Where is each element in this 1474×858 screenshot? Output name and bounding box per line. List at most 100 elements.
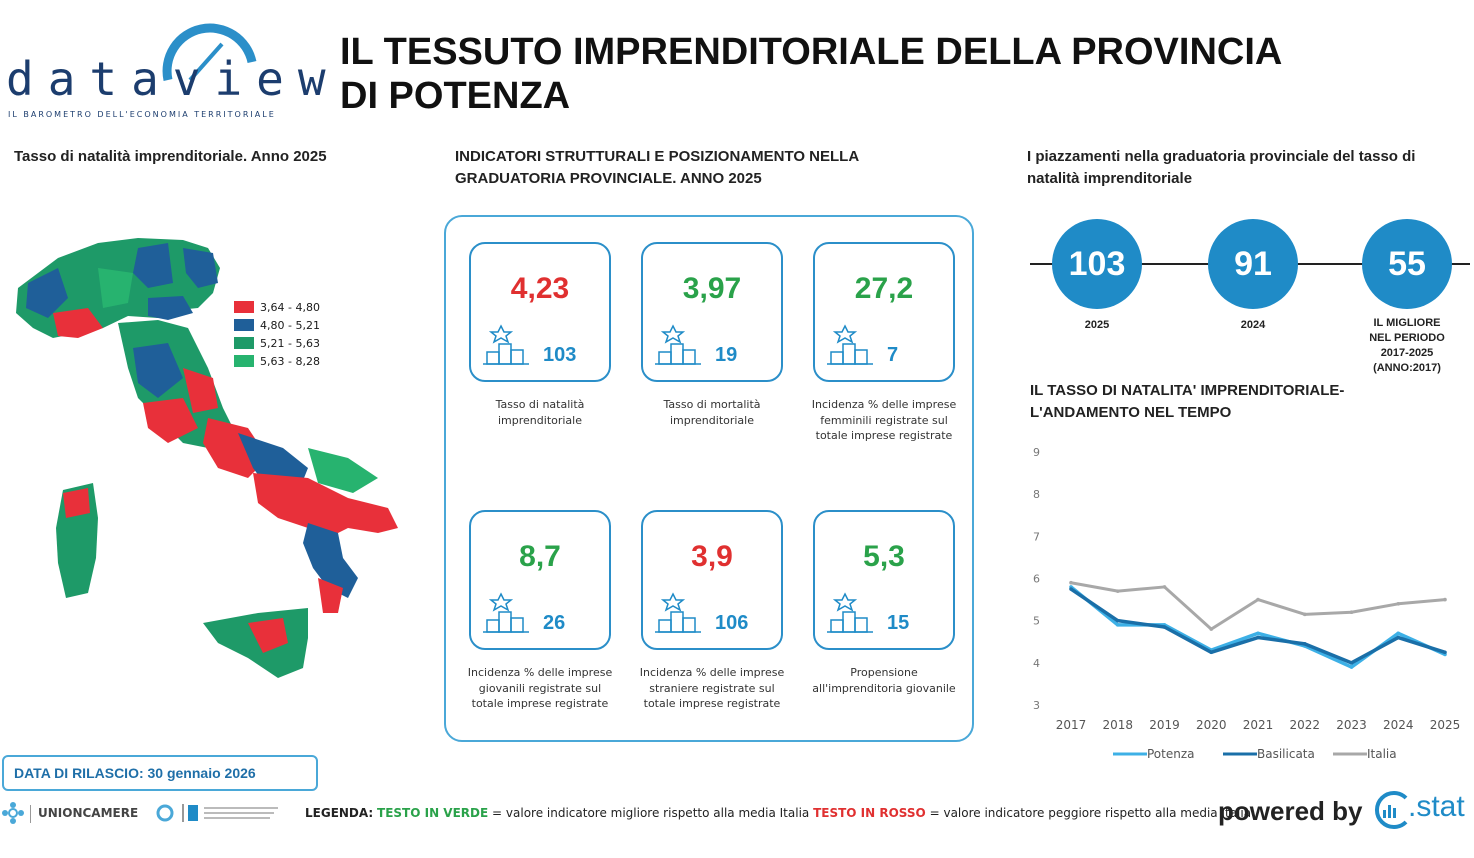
map-region xyxy=(308,448,378,493)
indicator-description: Tasso di mortalità imprenditoriale xyxy=(663,398,761,427)
indicator-description: Incidenza % delle imprese femminili regi… xyxy=(811,398,957,442)
map-region xyxy=(253,473,398,538)
map-region xyxy=(148,296,193,320)
podium-icon xyxy=(655,322,703,366)
indicator-rank: 19 xyxy=(715,344,738,366)
rank-circle-best: 55 xyxy=(1362,219,1452,309)
map-legend-item: 5,21 - 5,63 xyxy=(234,334,320,352)
x-tick-label: 2019 xyxy=(1149,718,1180,732)
podium-icon xyxy=(655,590,703,634)
x-tick-label: 2021 xyxy=(1243,718,1274,732)
indicator-card: 4,23 103 xyxy=(469,242,611,382)
map-region xyxy=(53,308,103,338)
indicator-card: 5,3 15 xyxy=(813,510,955,650)
legend-label: Italia xyxy=(1367,747,1397,761)
map-legend-item: 3,64 - 4,80 xyxy=(234,298,320,316)
indicator-rank: 15 xyxy=(887,612,910,634)
rank-label-2025: 2025 xyxy=(1084,319,1110,331)
map-region xyxy=(183,368,218,413)
release-date: DATA DI RILASCIO: 30 gennaio 2026 xyxy=(2,755,318,791)
indicator-description: Incidenza % delle imprese straniere regi… xyxy=(639,666,785,710)
data-point xyxy=(1443,650,1447,655)
map-region xyxy=(133,343,183,398)
map-region xyxy=(63,488,90,518)
data-point xyxy=(1349,610,1354,615)
legend-red-desc: = valore indicatore peggiore rispetto al… xyxy=(929,806,1252,820)
data-point xyxy=(1396,631,1401,636)
x-tick-label: 2024 xyxy=(1383,718,1414,732)
y-tick-label: 3 xyxy=(1033,699,1040,712)
unioncamere-logo-icon xyxy=(2,802,24,824)
indicator-card: 3,9 106 xyxy=(641,510,783,650)
data-point xyxy=(1069,587,1073,591)
legend-green-desc: = valore indicatore migliore rispetto al… xyxy=(492,806,810,820)
map-legend-item: 4,80 - 5,21 xyxy=(234,316,320,334)
legend-green-text: TESTO IN VERDE xyxy=(377,806,489,820)
legend-swatch xyxy=(234,355,254,367)
indicators-panel xyxy=(444,215,974,742)
indicator-value: 8,7 xyxy=(519,540,561,573)
y-tick-label: 7 xyxy=(1033,530,1040,543)
data-point xyxy=(1209,650,1214,655)
x-tick-label: 2022 xyxy=(1289,718,1320,732)
indicator-rank: 7 xyxy=(887,344,899,366)
indicator-description: Propensione all'imprenditoria giovanile xyxy=(812,666,956,695)
map-region xyxy=(98,268,133,308)
indicator-card: 3,97 19 xyxy=(641,242,783,382)
indicator-card: 8,7 26 xyxy=(469,510,611,650)
map-region xyxy=(26,268,68,318)
podium-icon xyxy=(827,590,875,634)
map-region xyxy=(183,248,218,288)
podium-icon xyxy=(483,322,531,366)
data-point xyxy=(1256,631,1260,636)
map-region xyxy=(203,608,308,678)
indicator-value: 3,9 xyxy=(691,540,733,573)
chamber-logo-icon xyxy=(156,804,278,822)
x-tick-label: 2017 xyxy=(1056,718,1087,732)
cstat-logo-icon xyxy=(1374,791,1408,829)
logo-subtitle: IL BAROMETRO DELL'ECONOMIA TERRITORIALE xyxy=(8,110,276,119)
data-point xyxy=(1162,625,1167,629)
indicator-description: Incidenza % delle imprese giovanili regi… xyxy=(467,666,613,710)
data-point xyxy=(1256,635,1260,640)
x-tick-label: 2025 xyxy=(1430,718,1461,732)
x-tick-label: 2020 xyxy=(1196,718,1227,732)
map-legend: 3,64 - 4,80 4,80 - 5,21 5,21 - 5,63 5,63… xyxy=(234,298,320,370)
data-point xyxy=(1115,589,1120,593)
legend-swatch xyxy=(234,337,254,349)
page-title: IL TESSUTO IMPRENDITORIALE DELLA PROVINC… xyxy=(340,31,1281,117)
unioncamere-label: UNIONCAMERE xyxy=(38,806,139,820)
data-point xyxy=(1115,618,1120,623)
powered-by: powered by xyxy=(1218,796,1363,826)
y-tick-label: 6 xyxy=(1033,573,1040,586)
map-region xyxy=(318,578,343,613)
indicator-value: 4,23 xyxy=(510,272,570,305)
data-point xyxy=(1256,597,1260,602)
map-region xyxy=(133,243,173,288)
rank-label-best: IL MIGLIORE NEL PERIODO 2017-2025 (ANNO:… xyxy=(1369,317,1445,374)
footer-legend: LEGENDA: TESTO IN VERDE = valore indicat… xyxy=(305,806,1251,820)
x-tick-label: 2023 xyxy=(1336,718,1367,732)
rankings-title: I piazzamenti nella graduatoria provinci… xyxy=(1027,148,1416,187)
map-region xyxy=(303,523,358,598)
indicator-description: Tasso di natalità imprenditoriale xyxy=(495,398,585,427)
y-tick-label: 5 xyxy=(1033,615,1040,628)
data-point xyxy=(1349,665,1354,669)
legend-label: LEGENDA: xyxy=(305,806,374,820)
rank-label-2024: 2024 xyxy=(1240,319,1266,331)
data-point xyxy=(1349,661,1354,665)
data-point xyxy=(1162,585,1167,589)
legend-label: Basilicata xyxy=(1257,747,1315,761)
data-point xyxy=(1443,597,1447,602)
data-point xyxy=(1302,642,1307,646)
chart-title: IL TASSO DI NATALITA' IMPRENDITORIALE- L… xyxy=(1030,382,1345,421)
y-tick-label: 4 xyxy=(1033,657,1040,670)
podium-icon xyxy=(827,322,875,366)
map-region xyxy=(143,398,198,443)
legend-label: Potenza xyxy=(1147,747,1195,761)
map-legend-item: 5,63 - 8,28 xyxy=(234,352,320,370)
indicator-value: 27,2 xyxy=(854,272,914,305)
rank-circle-2025: 103 xyxy=(1052,219,1142,309)
indicators-title: INDICATORI STRUTTURALI E POSIZIONAMENTO … xyxy=(455,148,859,187)
logo-arc-icon xyxy=(162,23,257,82)
